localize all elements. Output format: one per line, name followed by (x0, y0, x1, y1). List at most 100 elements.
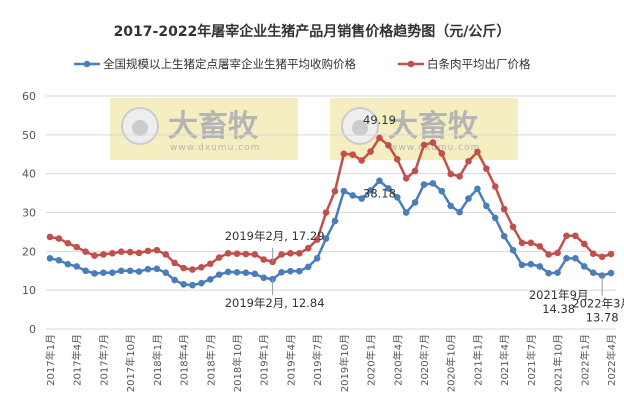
data-point (242, 269, 250, 276)
data-point (153, 265, 161, 273)
data-point (572, 232, 579, 240)
data-point (46, 255, 54, 262)
x-tick-label: 2021年10月 (552, 334, 565, 392)
data-point (55, 235, 63, 242)
data-point (206, 275, 214, 283)
data-point (385, 142, 392, 149)
data-point (322, 235, 330, 242)
data-point (215, 254, 223, 261)
data-point (474, 185, 481, 193)
data-point (429, 139, 437, 146)
data-point (447, 170, 455, 178)
data-point (554, 269, 561, 276)
data-point (402, 175, 410, 182)
y-tick-label: 60 (22, 90, 36, 103)
data-point (64, 260, 72, 268)
data-point (349, 192, 357, 199)
data-point (518, 261, 526, 269)
series-1 (46, 134, 615, 273)
data-point (536, 263, 544, 270)
data-point (135, 268, 143, 275)
data-point (135, 249, 143, 257)
data-point (429, 180, 437, 187)
y-tick-label: 40 (22, 168, 36, 181)
x-tick-label: 2021年1月 (471, 334, 484, 386)
data-point (304, 263, 312, 271)
data-point (580, 240, 588, 248)
annotation-label: 49.19 (363, 113, 396, 127)
annotation-label: 38.18 (363, 187, 396, 201)
data-point (73, 263, 81, 270)
data-point (189, 266, 196, 273)
x-tick-label: 2018年4月 (178, 334, 191, 386)
data-point (260, 256, 268, 263)
x-tick-label: 2021年4月 (498, 334, 511, 386)
data-point (189, 281, 196, 289)
x-tick-label: 2017年1月 (44, 334, 57, 386)
data-point (572, 255, 579, 262)
data-point (109, 249, 116, 257)
x-tick-label: 2020年10月 (445, 334, 458, 392)
data-point (438, 150, 446, 157)
data-point (331, 187, 339, 195)
data-point (82, 267, 89, 275)
data-point (393, 194, 401, 201)
data-point (322, 209, 330, 216)
data-point (527, 239, 535, 247)
data-point (554, 249, 561, 257)
y-axis-ticks: 0 10 20 30 40 50 60 (22, 90, 36, 336)
chart-title: 2017-2022年屠宰企业生猪产品月销售价格趋势图（元/公斤） (114, 23, 511, 40)
data-point (46, 233, 54, 241)
data-point (607, 250, 615, 258)
data-point (117, 267, 125, 275)
data-point (483, 165, 490, 172)
data-point (456, 208, 463, 216)
series (46, 134, 615, 289)
data-point (100, 251, 107, 258)
watermark-logo-dot (132, 120, 148, 136)
x-tick-label: 2017年7月 (97, 334, 110, 386)
data-point (491, 214, 499, 222)
data-point (287, 267, 294, 275)
data-point (509, 223, 517, 231)
data-point (376, 177, 383, 185)
data-point (73, 243, 81, 251)
data-point (215, 271, 223, 278)
data-point (100, 269, 107, 276)
x-tick-label: 2017年10月 (124, 334, 137, 392)
data-point (545, 251, 552, 258)
data-point (491, 183, 499, 190)
data-point (117, 248, 125, 256)
data-point (420, 141, 428, 149)
legend-label-pork: 白条肉平均出厂价格 (427, 57, 531, 71)
data-point (447, 202, 455, 210)
data-point (358, 157, 365, 164)
x-tick-label: 2018年7月 (204, 334, 217, 386)
data-point (304, 244, 312, 252)
data-point (331, 217, 339, 225)
data-point (233, 250, 241, 257)
data-point (162, 251, 170, 258)
data-point (500, 205, 508, 213)
data-point (340, 187, 348, 195)
x-tick-label: 2019年4月 (284, 334, 297, 386)
legend-dot-pork (407, 60, 415, 68)
data-point (385, 185, 392, 192)
y-tick-label: 30 (22, 207, 36, 220)
data-point (367, 187, 374, 194)
series-line (49, 136, 612, 271)
data-point (563, 255, 570, 262)
data-point (233, 269, 241, 276)
watermark-logo-dot (352, 120, 368, 136)
data-point (64, 239, 72, 247)
data-point (438, 187, 446, 195)
data-point (545, 269, 552, 277)
y-tick-label: 50 (22, 129, 36, 142)
data-point (580, 263, 588, 270)
data-point (589, 250, 597, 257)
data-point (180, 281, 187, 288)
legend: 全国规模以上生猪定点屠宰企业生猪平均收购价格 白条肉平均出厂价格 (74, 57, 531, 71)
x-tick-label: 2020年7月 (418, 334, 431, 386)
data-point (287, 249, 294, 257)
